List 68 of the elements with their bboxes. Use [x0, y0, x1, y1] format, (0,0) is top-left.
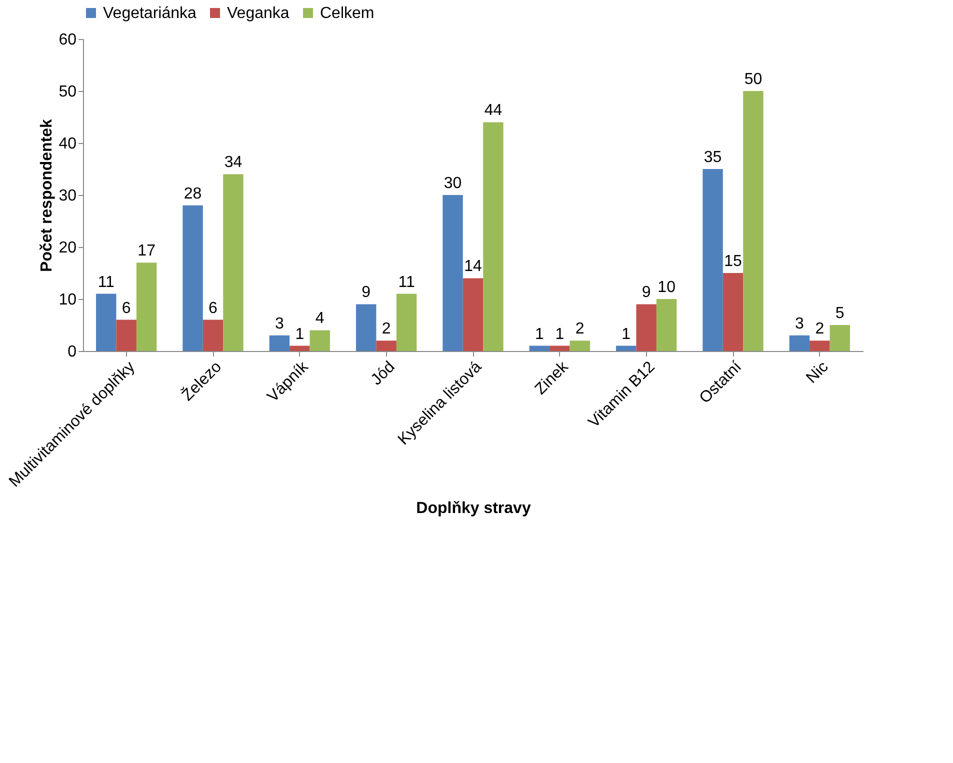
bar — [529, 346, 550, 351]
x-tick-label: Nic — [803, 358, 832, 387]
y-tick-label: 0 — [68, 344, 77, 360]
bar — [376, 340, 396, 351]
data-label: 15 — [724, 253, 742, 270]
data-label: 6 — [122, 300, 131, 317]
data-label: 11 — [398, 274, 415, 291]
data-label: 30 — [444, 175, 462, 192]
bar — [136, 262, 157, 351]
bar — [269, 335, 290, 351]
bar — [310, 330, 330, 351]
data-label: 9 — [642, 284, 651, 302]
x-tick-label: Jód — [368, 358, 398, 389]
bar — [789, 335, 810, 351]
legend-label: Veganka — [227, 5, 290, 22]
data-label: 6 — [208, 300, 218, 317]
bar — [483, 122, 504, 351]
x-axis-title: Doplňky stravy — [416, 500, 531, 517]
data-label: 35 — [704, 149, 722, 166]
legend-label: Vegetariánka — [103, 5, 197, 22]
bar — [722, 273, 744, 351]
data-label: 11 — [98, 274, 115, 291]
y-axis-title: Počet respondentek — [38, 118, 56, 272]
bar — [396, 294, 417, 351]
legend-label: Celkem — [320, 5, 374, 22]
data-label: 14 — [464, 258, 482, 276]
bar — [356, 304, 376, 351]
data-label: 2 — [382, 320, 391, 338]
data-label: 3 — [794, 315, 804, 332]
bar — [442, 195, 463, 351]
y-tick-label: 50 — [58, 84, 77, 100]
bar — [656, 299, 677, 351]
bar — [96, 294, 116, 351]
data-label: 28 — [184, 185, 202, 202]
bar — [830, 325, 850, 351]
data-label: 4 — [315, 310, 324, 328]
bar — [202, 320, 224, 351]
bar — [702, 169, 723, 351]
y-tick-label: 20 — [58, 240, 77, 256]
bar — [223, 174, 244, 351]
bar — [290, 346, 310, 351]
data-label: 44 — [484, 102, 502, 120]
data-label: 9 — [362, 284, 371, 302]
data-label: 10 — [658, 279, 676, 296]
y-tick-label: 10 — [58, 292, 77, 308]
data-label: 17 — [138, 242, 156, 260]
bar — [462, 278, 484, 351]
y-tick-label: 40 — [58, 136, 77, 152]
bar — [182, 205, 203, 351]
data-label: 2 — [815, 320, 824, 338]
bar — [550, 346, 570, 351]
y-tick-label: 60 — [58, 32, 77, 48]
data-label: 34 — [224, 154, 242, 172]
data-label: 3 — [274, 315, 284, 332]
data-label: 1 — [555, 326, 564, 343]
bar — [810, 340, 830, 351]
y-tick-label: 30 — [58, 188, 77, 204]
bar — [116, 320, 136, 351]
bar — [636, 304, 656, 351]
bar — [570, 340, 590, 351]
data-label: 1 — [622, 326, 631, 343]
bar — [743, 91, 764, 351]
data-label: 1 — [534, 326, 544, 343]
bar — [616, 346, 636, 351]
data-label: 5 — [835, 305, 844, 322]
data-label: 2 — [575, 320, 584, 338]
data-label: 50 — [744, 71, 762, 88]
data-label: 1 — [295, 326, 304, 343]
